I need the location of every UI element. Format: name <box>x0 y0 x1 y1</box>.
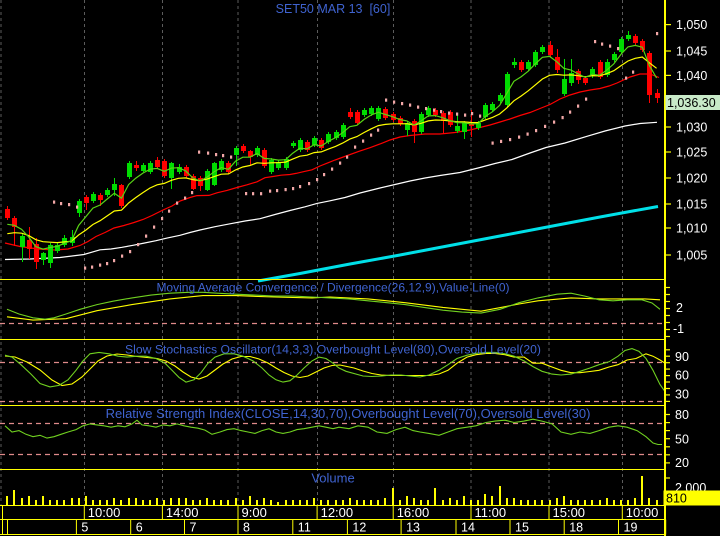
svg-text:18: 18 <box>569 521 583 535</box>
svg-text:1,010: 1,010 <box>676 222 707 236</box>
svg-text:90: 90 <box>675 350 689 364</box>
svg-text:10:00: 10:00 <box>88 505 121 520</box>
svg-text:-1: -1 <box>673 322 684 336</box>
svg-text:19: 19 <box>624 521 638 535</box>
svg-text:1,030: 1,030 <box>676 121 707 135</box>
svg-text:16:00: 16:00 <box>397 505 430 520</box>
svg-text:11:00: 11:00 <box>475 505 507 520</box>
svg-text:SET50 MAR 13 [60]: SET50 MAR 13 [60] <box>276 2 391 16</box>
svg-text:80: 80 <box>675 408 689 422</box>
svg-text:14:00: 14:00 <box>166 505 199 520</box>
svg-text:20: 20 <box>675 456 689 470</box>
svg-text:13: 13 <box>406 521 420 535</box>
svg-text:9:00: 9:00 <box>242 505 267 520</box>
svg-text:1,050: 1,050 <box>676 18 707 32</box>
svg-text:2: 2 <box>676 301 683 315</box>
svg-text:50: 50 <box>675 432 689 446</box>
svg-text:15:00: 15:00 <box>553 505 586 520</box>
svg-text:60: 60 <box>675 369 689 383</box>
svg-text:1,040: 1,040 <box>676 69 707 83</box>
svg-text:12: 12 <box>352 521 366 535</box>
svg-text:14: 14 <box>461 521 475 535</box>
svg-text:11: 11 <box>298 521 311 535</box>
svg-text:7: 7 <box>190 521 197 535</box>
svg-text:8: 8 <box>243 521 250 535</box>
svg-text:1,005: 1,005 <box>676 249 707 263</box>
svg-text:Moving Average Convergence / D: Moving Average Convergence / Divergence(… <box>156 281 509 295</box>
svg-text:30: 30 <box>675 388 689 402</box>
svg-text:1,020: 1,020 <box>676 172 707 186</box>
svg-text:1,045: 1,045 <box>676 45 707 59</box>
svg-text:Slow Stochastics Oscillator(14: Slow Stochastics Oscillator(14,3,3),Over… <box>125 343 541 357</box>
svg-text:810: 810 <box>666 492 687 506</box>
svg-text:15: 15 <box>515 521 529 535</box>
svg-text:1,036.30: 1,036.30 <box>667 96 716 110</box>
svg-text:5: 5 <box>81 521 88 535</box>
svg-text:6: 6 <box>136 521 143 535</box>
svg-text:10:00: 10:00 <box>626 505 659 520</box>
svg-text:Volume: Volume <box>311 471 354 486</box>
svg-text:1,025: 1,025 <box>676 146 707 160</box>
svg-text:12:00: 12:00 <box>321 505 354 520</box>
svg-text:Relative Strength Index(CLOSE,: Relative Strength Index(CLOSE,14,30,70),… <box>106 406 591 421</box>
svg-text:1,015: 1,015 <box>676 198 707 212</box>
